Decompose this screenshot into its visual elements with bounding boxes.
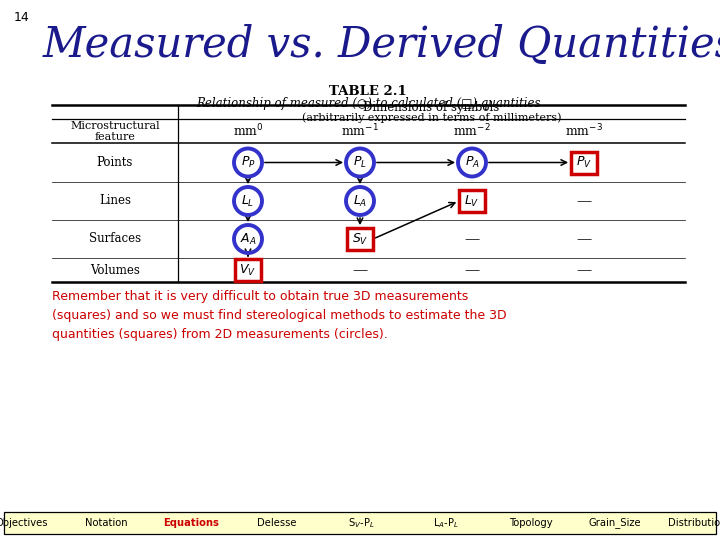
- Text: $V_V$: $V_V$: [240, 262, 256, 278]
- Text: —: —: [464, 232, 480, 246]
- Text: $L_V$: $L_V$: [464, 193, 480, 208]
- Text: —: —: [352, 263, 368, 277]
- Text: —: —: [577, 263, 592, 277]
- FancyBboxPatch shape: [4, 512, 716, 534]
- Text: —: —: [464, 263, 480, 277]
- Text: Relationship of measured (○) to calculated (□) quantities: Relationship of measured (○) to calculat…: [196, 97, 540, 110]
- Text: mm$^{-1}$: mm$^{-1}$: [341, 123, 379, 139]
- Text: Remember that it is very difficult to obtain true 3D measurements
(squares) and : Remember that it is very difficult to ob…: [52, 290, 507, 341]
- Text: Surfaces: Surfaces: [89, 233, 141, 246]
- Text: Measured vs. Derived Quantities: Measured vs. Derived Quantities: [43, 24, 720, 66]
- Text: Microstructural: Microstructural: [70, 121, 160, 131]
- Text: S$_V$-P$_L$: S$_V$-P$_L$: [348, 516, 374, 530]
- Text: 14: 14: [14, 11, 30, 24]
- Text: Objectives: Objectives: [0, 518, 48, 528]
- Text: $S_V$: $S_V$: [352, 232, 368, 247]
- Text: (arbitrarily expressed in terms of millimeters): (arbitrarily expressed in terms of milli…: [302, 113, 562, 123]
- Text: Volumes: Volumes: [90, 264, 140, 276]
- Text: —: —: [577, 232, 592, 246]
- Text: $L_L$: $L_L$: [241, 193, 255, 208]
- Text: $P_P$: $P_P$: [240, 155, 256, 170]
- Text: Points: Points: [96, 156, 133, 169]
- Text: Lines: Lines: [99, 194, 131, 207]
- Text: $P_A$: $P_A$: [464, 155, 480, 170]
- Text: Grain_Size: Grain_Size: [589, 517, 642, 529]
- Text: $L_A$: $L_A$: [353, 193, 367, 208]
- Text: Notation: Notation: [86, 518, 128, 528]
- Text: mm$^0$: mm$^0$: [233, 123, 264, 139]
- Text: Equations: Equations: [163, 518, 220, 528]
- Text: TABLE 2.1: TABLE 2.1: [329, 85, 407, 98]
- Text: L$_A$-P$_L$: L$_A$-P$_L$: [433, 516, 459, 530]
- Text: feature: feature: [94, 132, 135, 142]
- Text: —: —: [577, 194, 592, 208]
- Text: $P_V$: $P_V$: [576, 155, 592, 170]
- Text: $P_L$: $P_L$: [353, 155, 367, 170]
- Text: Distributions: Distributions: [668, 518, 720, 528]
- Text: $A_A$: $A_A$: [240, 232, 256, 247]
- Text: Dimensions of symbols: Dimensions of symbols: [364, 100, 500, 113]
- Text: Delesse: Delesse: [256, 518, 296, 528]
- Text: mm$^{-2}$: mm$^{-2}$: [453, 123, 491, 139]
- Text: Topology: Topology: [509, 518, 552, 528]
- Text: mm$^{-3}$: mm$^{-3}$: [565, 123, 603, 139]
